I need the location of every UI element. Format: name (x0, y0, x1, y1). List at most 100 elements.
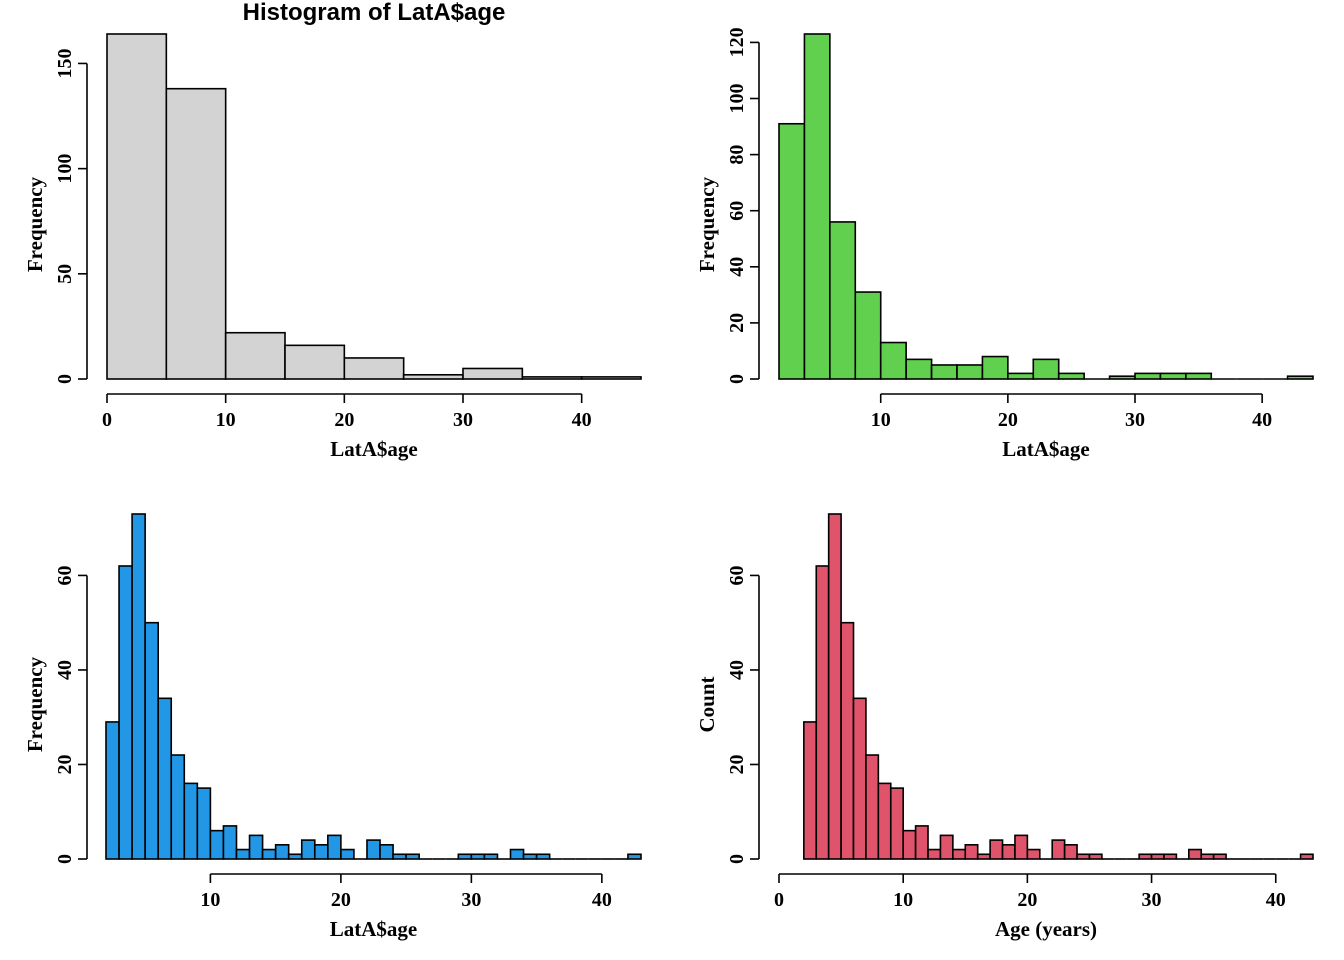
histogram-bar (914, 825, 929, 860)
histogram-bar (144, 621, 159, 860)
histogram-panel-top-left: 0 10 20 30 40 0 50 100 150 LatA$age Frequency Histo… (23, 0, 642, 461)
y-tick-label: 0 (54, 854, 76, 864)
y-tick-label: 20 (54, 754, 76, 774)
histogram-bar (287, 853, 303, 860)
histogram-bar (1185, 372, 1213, 380)
histogram-bar (224, 331, 286, 380)
y-tick-label: 40 (54, 660, 76, 680)
histogram-bar (392, 853, 407, 860)
histogram-bar (106, 33, 168, 380)
histogram-bar (509, 848, 525, 860)
y-tick-label: 40 (726, 257, 748, 277)
y-tick-label: 120 (726, 27, 748, 57)
histogram-bar (1057, 372, 1085, 380)
histogram-bar (1032, 358, 1060, 380)
x-tick-label: 20 (1017, 889, 1037, 911)
histogram-bar (1001, 844, 1016, 860)
histogram-bar (462, 367, 524, 380)
histogram-bar (1108, 375, 1136, 380)
x-tick-label: 30 (461, 889, 481, 911)
chart-title: Histogram of LatA$age (243, 0, 506, 26)
histogram-bar (1200, 853, 1215, 860)
histogram-bar (840, 621, 855, 860)
histogram-bar (535, 853, 551, 860)
histogram-bar (1076, 853, 1091, 860)
histogram-bar (1212, 853, 1227, 860)
histogram-bar (522, 853, 538, 860)
x-tick-label: 0 (774, 889, 784, 911)
histogram-bar (865, 754, 880, 860)
y-tick-label: 50 (54, 264, 76, 284)
x-tick-label: 40 (1266, 889, 1286, 911)
histogram-bar (1159, 372, 1187, 380)
y-tick-label: 100 (726, 84, 748, 114)
histogram-bar (964, 844, 979, 860)
histogram-bar (402, 373, 464, 380)
x-tick-label: 20 (998, 409, 1018, 431)
histogram-bar (274, 844, 290, 860)
x-axis-label: LatA$age (330, 437, 418, 461)
histogram-bar (905, 358, 933, 380)
x-tick-label: 30 (1125, 409, 1145, 431)
histogram-bar (209, 829, 225, 860)
histogram-bar (1026, 848, 1041, 860)
histogram-bar (778, 122, 806, 380)
histogram-bar (521, 376, 583, 380)
histogram-bar (930, 364, 958, 380)
y-tick-label: 80 (726, 145, 748, 165)
x-tick-label: 30 (453, 409, 473, 431)
histogram-bar (981, 355, 1009, 380)
x-tick-label: 30 (1142, 889, 1162, 911)
histogram-bar (1088, 853, 1103, 860)
histogram-bar (170, 754, 186, 860)
histogram-bar (248, 834, 264, 860)
histogram-bar (379, 844, 394, 860)
histogram-bar (803, 721, 818, 860)
y-tick-label: 0 (54, 374, 76, 384)
y-axis-label: Frequency (23, 176, 47, 272)
histogram-bar (340, 848, 355, 860)
histogram-bar (1286, 375, 1314, 380)
histogram-bar (261, 848, 277, 860)
histogram-bar (300, 839, 316, 860)
y-axis-label: Count (695, 676, 719, 732)
histogram-bar (877, 782, 892, 860)
histogram-bar (235, 848, 251, 860)
x-tick-label: 10 (893, 889, 913, 911)
histogram-bar (1138, 853, 1153, 860)
histogram-bar (627, 853, 642, 860)
histogram-bar (580, 376, 642, 380)
x-axis-label: LatA$age (1002, 437, 1090, 461)
histogram-panel-bottom-right: 0 10 20 30 40 0 20 40 60 Age (years) Count (695, 513, 1314, 941)
histogram-bar (457, 853, 473, 860)
y-axis-label: Frequency (695, 176, 719, 272)
y-tick-label: 0 (726, 854, 748, 864)
histogram-bar (1051, 839, 1066, 860)
histogram-bar (1063, 844, 1078, 860)
histogram-bar (470, 853, 486, 860)
x-axis-label: Age (years) (995, 917, 1097, 941)
x-tick-label: 10 (216, 409, 236, 431)
histogram-bar (889, 787, 904, 860)
histogram-bar (1188, 848, 1203, 860)
x-tick-label: 40 (572, 409, 592, 431)
y-tick-label: 20 (726, 754, 748, 774)
histogram-bar (829, 221, 857, 380)
histogram-bar (803, 33, 831, 380)
x-tick-label: 20 (334, 409, 354, 431)
histogram-bar (927, 848, 942, 860)
histogram-bar (1299, 853, 1314, 860)
histogram-bar (854, 291, 882, 380)
histogram-bar (902, 829, 917, 860)
y-tick-label: 20 (726, 313, 748, 333)
histogram-bar (1007, 372, 1035, 380)
y-tick-label: 60 (54, 565, 76, 585)
histogram-bar (976, 853, 991, 860)
histogram-bar (852, 697, 867, 860)
histogram-bar (1014, 834, 1029, 860)
histogram-bar (327, 834, 342, 860)
histogram-bar (827, 513, 842, 860)
histogram-bar (483, 853, 499, 860)
histogram-panel-bottom-left: 10 20 30 40 0 20 40 60 LatA$age Frequency (23, 513, 642, 941)
